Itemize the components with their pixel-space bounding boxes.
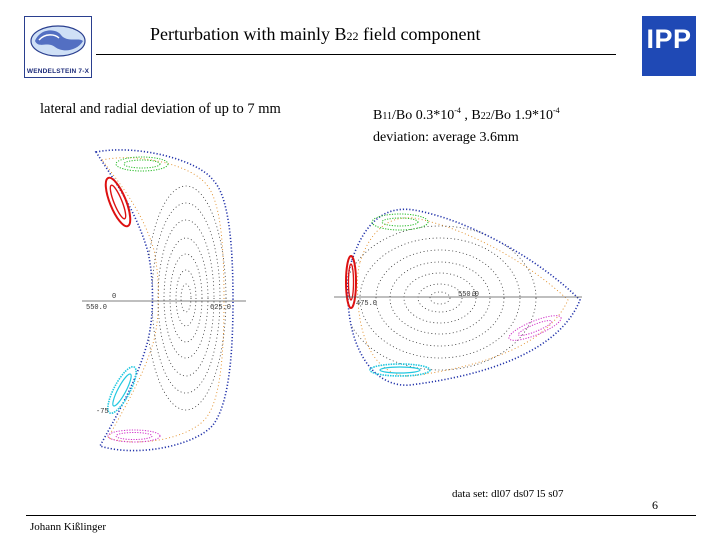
deviation-line: deviation: average 3.6mm [373, 130, 519, 145]
ipp-logo-text: IPP [646, 24, 692, 54]
right-caption: B11/Bo 0.3*10-4 , B22/Bo 1.9*10-4 deviat… [373, 100, 560, 148]
b-field-line: B11/Bo 0.3*10-4 , B22/Bo 1.9*10-4 [373, 106, 560, 123]
author-name: Johann Kißlinger [30, 521, 107, 533]
title-text-end: field component [358, 24, 481, 44]
wendelstein-logo-text: WENDELSTEIN 7-X [26, 68, 90, 75]
header-divider [96, 54, 616, 55]
right-tick-rmin: 475.0 [356, 300, 377, 308]
wendelstein-logo: WENDELSTEIN 7-X [24, 16, 92, 78]
title-subscript: 22 [346, 29, 359, 43]
dataset-label: data set: dl07 ds07 l5 s07 [452, 488, 564, 500]
left-tick-zero: 0 [112, 293, 116, 301]
wendelstein-emblem-icon [30, 25, 86, 57]
page-number: 6 [652, 498, 658, 512]
left-tick-rmax: 625.0 [210, 304, 231, 312]
right-tick-rmid: 550.0 [458, 291, 479, 299]
ipp-logo: IPP [642, 16, 696, 76]
right-tick-zero: 0 [472, 291, 476, 299]
left-tick-rmin: 550.0 [86, 304, 107, 312]
slide-title: Perturbation with mainly B22 field compo… [150, 24, 480, 45]
title-text: Perturbation with mainly B [150, 24, 347, 44]
left-caption: lateral and radial deviation of up to 7 … [40, 101, 281, 117]
left-tick-zmin: -75 [96, 408, 109, 416]
poincare-plot-triangle: 475.0 550.0 0 [334, 208, 582, 386]
poincare-plot-bean: 0 550.0 625.0 -75 [82, 149, 246, 452]
footer-divider [26, 515, 696, 516]
